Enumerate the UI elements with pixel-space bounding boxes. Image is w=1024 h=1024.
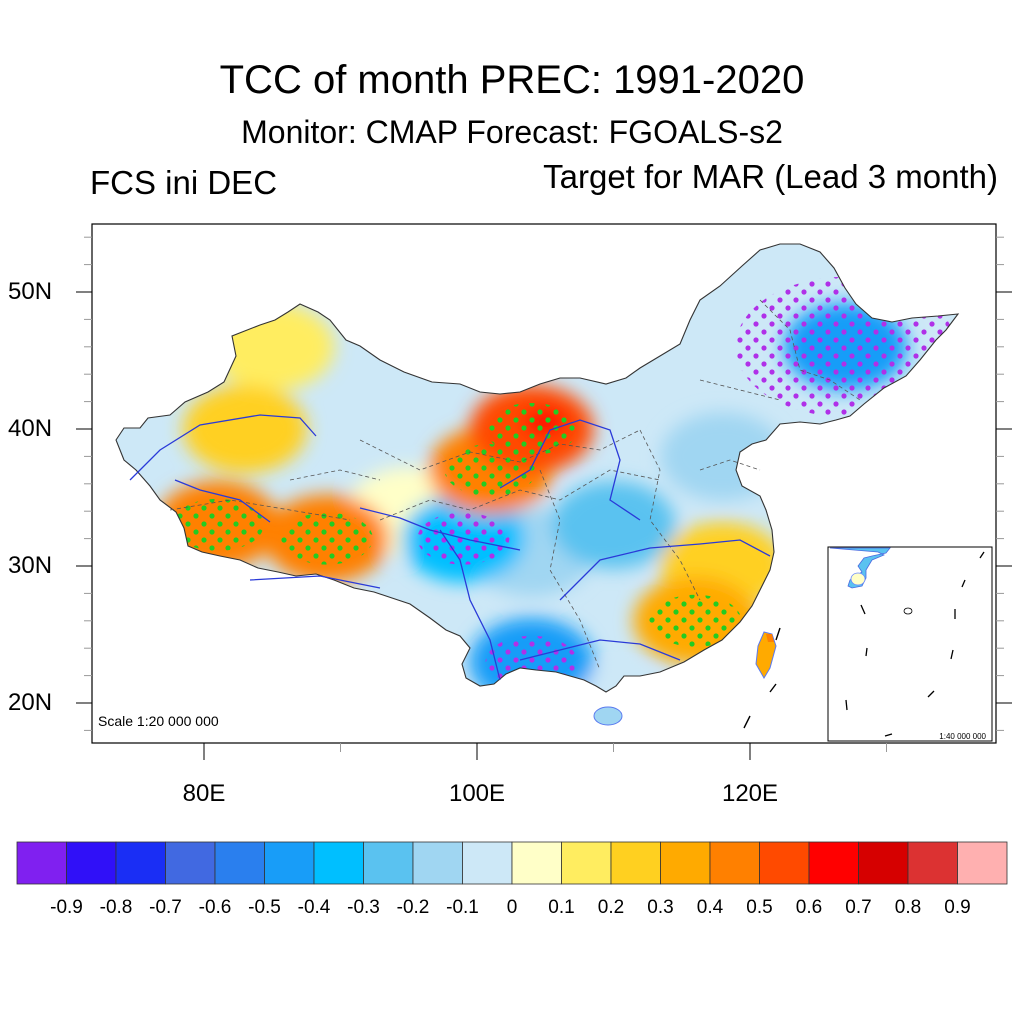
colorbar-tick-label: 0.3: [647, 897, 674, 918]
hainan-island: [593, 706, 623, 726]
colorbar-swatch: [957, 841, 1008, 885]
river: [249, 575, 381, 589]
rivers: [129, 414, 771, 681]
colorbar-swatch: [610, 841, 661, 885]
colorbar-swatch: [66, 841, 117, 885]
colorbar-tick-label: -0.8: [99, 897, 133, 918]
river: [559, 539, 771, 601]
province-border: [699, 459, 761, 471]
lat-label: 50N: [8, 278, 53, 305]
colorbar-swatch: [759, 841, 810, 885]
river: [129, 414, 317, 481]
colorbar-swatch: [808, 841, 859, 885]
river: [359, 507, 521, 551]
field-region: [551, 480, 676, 569]
colorbar-swatch: [462, 841, 513, 885]
colorbar-swatch: [264, 841, 315, 885]
colorbar-tick-label: 0.7: [845, 897, 872, 918]
colorbar-tick-label: -0.5: [248, 897, 281, 918]
colorbar-tick-label: -0.9: [50, 897, 83, 918]
colorbar-tick-label: 0.1: [548, 897, 575, 918]
province-borders: [169, 299, 861, 671]
dash-line-segment: [775, 627, 781, 641]
colorbar-tick-label: -0.6: [198, 897, 232, 918]
stipple-region: [171, 498, 264, 551]
field-region: [182, 385, 307, 473]
stipple-region: [280, 512, 373, 565]
dash-line-segment: [743, 715, 751, 729]
colorbar-swatch: [115, 841, 166, 885]
colorbar-tick-label: 0.6: [795, 897, 823, 918]
river: [499, 419, 641, 521]
colorbar-tick-label: 0.4: [696, 897, 724, 918]
islands: [593, 627, 781, 729]
colorbar-tick-label: -0.3: [347, 897, 380, 918]
colorbar-swatch: [660, 841, 711, 885]
province-border: [169, 499, 351, 521]
colorbar-tick-label: 0.8: [894, 897, 922, 918]
province-border: [539, 469, 601, 671]
colorbar-tick-label: 0.2: [597, 897, 625, 918]
province-border: [379, 469, 661, 521]
lat-label: 30N: [8, 552, 53, 579]
colorbar-swatch: [214, 841, 265, 885]
colorbar-tick-label: -0.1: [446, 897, 479, 918]
china-border: [115, 243, 960, 693]
taiwan-peak: [766, 634, 774, 642]
inset-hainan: [850, 572, 866, 586]
colorbar-swatch: [16, 841, 67, 885]
colorbar-swatch: [165, 841, 216, 885]
stipple-region: [649, 594, 742, 647]
right-label: Target for MAR (Lead 3 month): [543, 158, 998, 195]
province-border: [759, 299, 861, 401]
axis-ticks: [76, 236, 1012, 760]
lat-label: 20N: [8, 689, 53, 716]
colorbar-swatch: [907, 841, 958, 885]
inset-scale-label: 1:40 000 000: [939, 732, 986, 741]
chart-title: TCC of month PREC: 1991-2020: [219, 58, 805, 102]
river: [439, 529, 501, 681]
colorbar-swatch: [858, 841, 909, 885]
colorbar-tick-label: 0: [506, 897, 518, 918]
lon-label: 80E: [182, 780, 226, 807]
colorbar-tick-label: -0.4: [297, 897, 331, 918]
colorbar-swatch: [412, 841, 463, 885]
colorbar-swatch: [363, 841, 414, 885]
colorbar-tick-label: -0.2: [396, 897, 430, 918]
stipple-region: [531, 412, 560, 433]
chart-subtitle: Monitor: CMAP Forecast: FGOALS-s2: [241, 114, 783, 150]
province-border: [359, 429, 641, 471]
nine-dash-line: [845, 551, 985, 737]
colorbar-tick-label: -0.7: [149, 897, 182, 918]
left-label: FCS ini DEC: [90, 164, 278, 201]
scale-label: Scale 1:20 000 000: [98, 713, 219, 729]
river: [519, 639, 681, 661]
province-border: [639, 429, 701, 601]
lon-label: 100E: [448, 780, 506, 807]
dash-line-segment: [769, 683, 777, 693]
river: [174, 479, 271, 523]
inset-coast: [829, 547, 891, 589]
province-border: [289, 469, 381, 481]
lat-label: 40N: [8, 415, 53, 442]
stipple-region: [444, 444, 537, 497]
colorbar-tick-label: 0.5: [746, 897, 773, 918]
inset-map: 1:40 000 000: [827, 546, 993, 742]
colorbar-swatch: [313, 841, 364, 885]
colorbar-swatch: [511, 841, 562, 885]
lon-label: 120E: [721, 780, 779, 807]
taiwan-island: [755, 631, 777, 679]
colorbar-swatch: [709, 841, 760, 885]
colorbar-tick-label: 0.9: [944, 897, 971, 918]
colorbar-swatch: [561, 841, 612, 885]
